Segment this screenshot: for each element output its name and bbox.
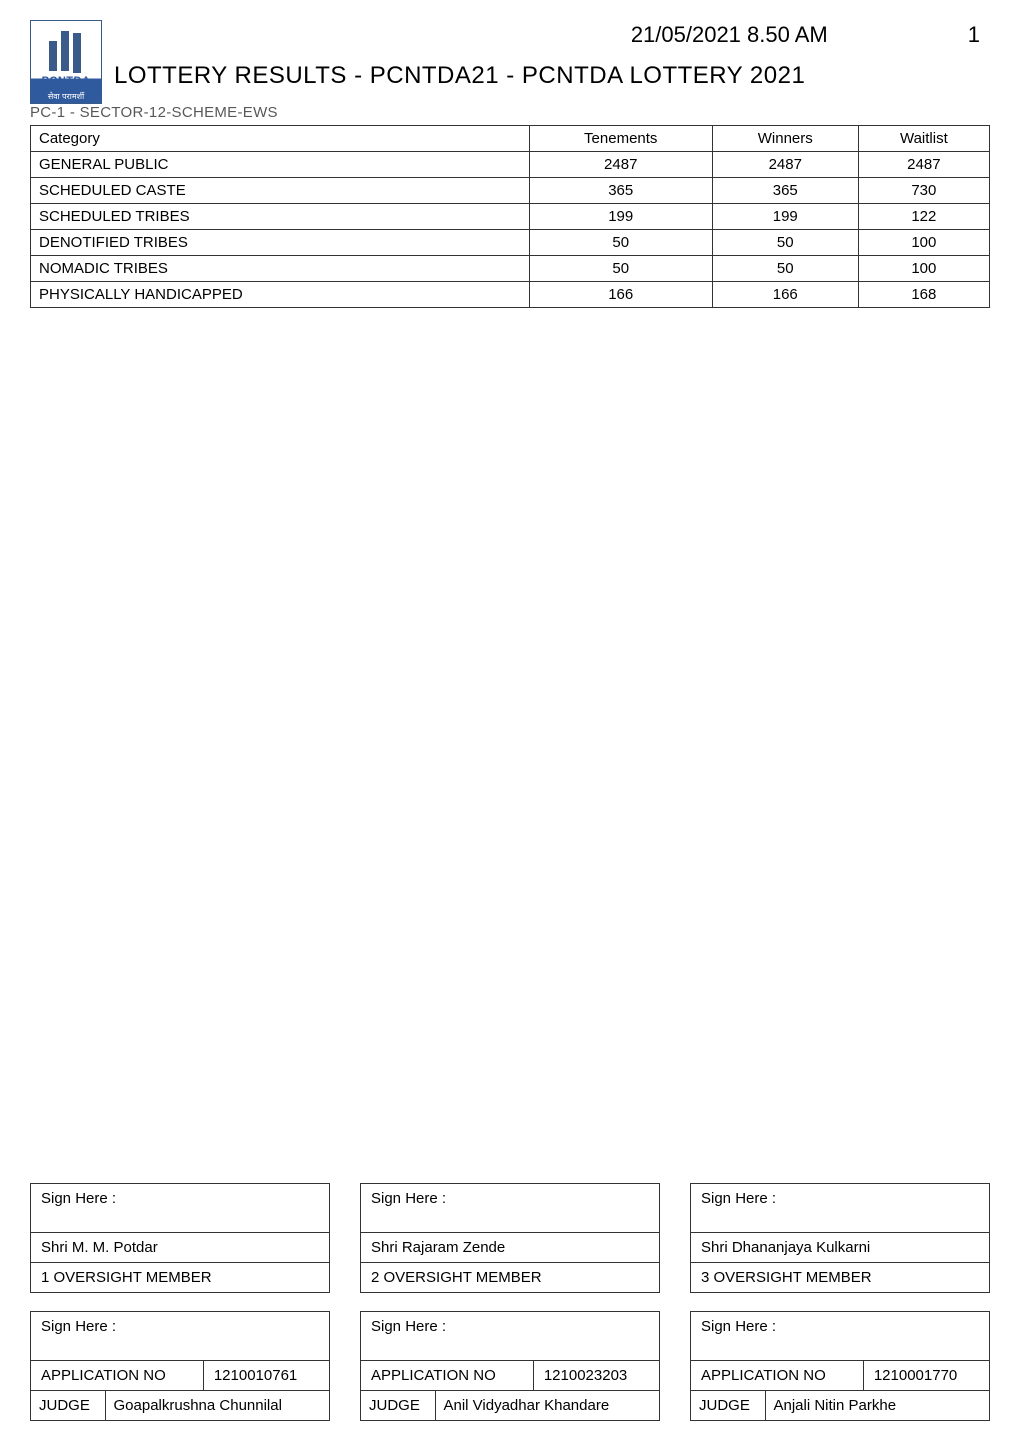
cell-category: DENOTIFIED TRIBES <box>31 230 530 256</box>
application-no-value: 1210010761 <box>204 1361 329 1390</box>
application-no-label: APPLICATION NO <box>31 1361 204 1390</box>
table-row: NOMADIC TRIBES 50 50 100 <box>31 256 990 282</box>
cell-winners: 166 <box>712 282 858 308</box>
judge-name: Goapalkrushna Chunnilal <box>106 1391 330 1420</box>
judge-box: Sign Here : APPLICATION NO 1210010761 JU… <box>30 1311 330 1421</box>
sign-here-label: Sign Here : <box>31 1312 329 1360</box>
page-number: 1 <box>968 22 980 48</box>
sign-here-label: Sign Here : <box>691 1312 989 1360</box>
application-no-label: APPLICATION NO <box>691 1361 864 1390</box>
cell-category: NOMADIC TRIBES <box>31 256 530 282</box>
application-no-value: 1210001770 <box>864 1361 989 1390</box>
cell-waitlist: 122 <box>858 204 989 230</box>
cell-winners: 50 <box>712 230 858 256</box>
judge-name-row: JUDGE Anjali Nitin Parkhe <box>691 1390 989 1420</box>
sign-here-label: Sign Here : <box>361 1312 659 1360</box>
oversight-role: 1 OVERSIGHT MEMBER <box>31 1262 329 1292</box>
oversight-box: Sign Here : Shri Dhananjaya Kulkarni 3 O… <box>690 1183 990 1293</box>
scheme-subtitle: PC-1 - SECTOR-12-SCHEME-EWS <box>30 104 990 121</box>
judge-box: Sign Here : APPLICATION NO 1210023203 JU… <box>360 1311 660 1421</box>
oversight-name: Shri Dhananjaya Kulkarni <box>691 1232 989 1262</box>
header-text-block: 21/05/2021 8.50 AM 1 LOTTERY RESULTS - P… <box>114 20 990 104</box>
judge-name-row: JUDGE Goapalkrushna Chunnilal <box>31 1390 329 1420</box>
judge-label: JUDGE <box>691 1391 766 1420</box>
logo-subtext: सेवा परामर्शी <box>31 91 101 102</box>
oversight-name: Shri Rajaram Zende <box>361 1232 659 1262</box>
date-row: 21/05/2021 8.50 AM 1 <box>114 22 990 48</box>
cell-tenements: 2487 <box>529 152 712 178</box>
col-tenements: Tenements <box>529 126 712 152</box>
cell-category: SCHEDULED TRIBES <box>31 204 530 230</box>
judge-name: Anil Vidyadhar Khandare <box>436 1391 660 1420</box>
cell-tenements: 166 <box>529 282 712 308</box>
judge-label: JUDGE <box>361 1391 436 1420</box>
table-header-row: Category Tenements Winners Waitlist <box>31 126 990 152</box>
col-waitlist: Waitlist <box>858 126 989 152</box>
judge-row: Sign Here : APPLICATION NO 1210010761 JU… <box>30 1311 990 1421</box>
header-row: PCNTDA सेवा परामर्शी 21/05/2021 8.50 AM … <box>30 20 990 104</box>
application-row: APPLICATION NO 1210010761 <box>31 1360 329 1390</box>
sign-here-label: Sign Here : <box>361 1184 659 1232</box>
cell-tenements: 50 <box>529 230 712 256</box>
oversight-box: Sign Here : Shri Rajaram Zende 2 OVERSIG… <box>360 1183 660 1293</box>
cell-tenements: 365 <box>529 178 712 204</box>
cell-tenements: 50 <box>529 256 712 282</box>
oversight-role: 2 OVERSIGHT MEMBER <box>361 1262 659 1292</box>
cell-winners: 199 <box>712 204 858 230</box>
application-row: APPLICATION NO 1210001770 <box>691 1360 989 1390</box>
judge-label: JUDGE <box>31 1391 106 1420</box>
cell-winners: 365 <box>712 178 858 204</box>
cell-winners: 50 <box>712 256 858 282</box>
cell-waitlist: 2487 <box>858 152 989 178</box>
table-row: GENERAL PUBLIC 2487 2487 2487 <box>31 152 990 178</box>
col-winners: Winners <box>712 126 858 152</box>
table-row: SCHEDULED CASTE 365 365 730 <box>31 178 990 204</box>
logo-building-icon <box>45 29 89 71</box>
oversight-box: Sign Here : Shri M. M. Potdar 1 OVERSIGH… <box>30 1183 330 1293</box>
judge-name: Anjali Nitin Parkhe <box>766 1391 990 1420</box>
signature-footer: Sign Here : Shri M. M. Potdar 1 OVERSIGH… <box>30 1183 990 1421</box>
cell-waitlist: 168 <box>858 282 989 308</box>
application-row: APPLICATION NO 1210023203 <box>361 1360 659 1390</box>
cell-winners: 2487 <box>712 152 858 178</box>
oversight-name: Shri M. M. Potdar <box>31 1232 329 1262</box>
cell-category: SCHEDULED CASTE <box>31 178 530 204</box>
datetime-label: 21/05/2021 8.50 AM <box>631 22 828 48</box>
page-title: LOTTERY RESULTS - PCNTDA21 - PCNTDA LOTT… <box>114 62 990 90</box>
cell-waitlist: 100 <box>858 256 989 282</box>
judge-box: Sign Here : APPLICATION NO 1210001770 JU… <box>690 1311 990 1421</box>
pcntda-logo: PCNTDA सेवा परामर्शी <box>30 20 102 104</box>
results-table: Category Tenements Winners Waitlist GENE… <box>30 125 990 308</box>
table-row: PHYSICALLY HANDICAPPED 166 166 168 <box>31 282 990 308</box>
cell-tenements: 199 <box>529 204 712 230</box>
table-row: DENOTIFIED TRIBES 50 50 100 <box>31 230 990 256</box>
cell-category: PHYSICALLY HANDICAPPED <box>31 282 530 308</box>
logo-acronym: PCNTDA <box>31 75 101 87</box>
sign-here-label: Sign Here : <box>691 1184 989 1232</box>
table-row: SCHEDULED TRIBES 199 199 122 <box>31 204 990 230</box>
application-no-value: 1210023203 <box>534 1361 659 1390</box>
page: PCNTDA सेवा परामर्शी 21/05/2021 8.50 AM … <box>0 0 1020 1443</box>
cell-waitlist: 730 <box>858 178 989 204</box>
sign-here-label: Sign Here : <box>31 1184 329 1232</box>
cell-category: GENERAL PUBLIC <box>31 152 530 178</box>
judge-name-row: JUDGE Anil Vidyadhar Khandare <box>361 1390 659 1420</box>
col-category: Category <box>31 126 530 152</box>
oversight-role: 3 OVERSIGHT MEMBER <box>691 1262 989 1292</box>
oversight-row: Sign Here : Shri M. M. Potdar 1 OVERSIGH… <box>30 1183 990 1293</box>
cell-waitlist: 100 <box>858 230 989 256</box>
application-no-label: APPLICATION NO <box>361 1361 534 1390</box>
